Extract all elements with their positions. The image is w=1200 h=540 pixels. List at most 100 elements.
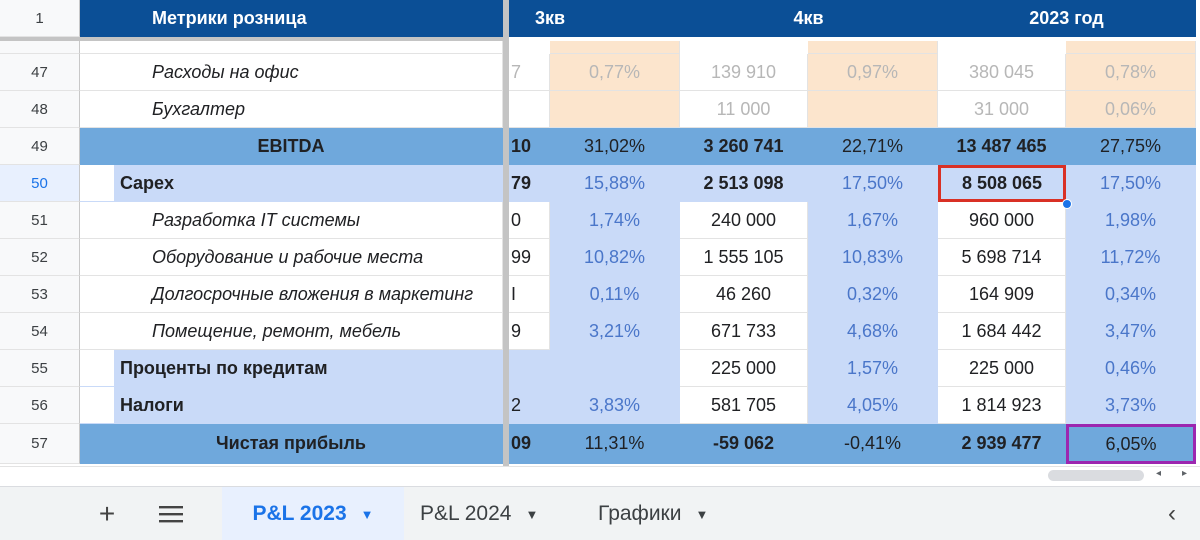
scroll-left-icon[interactable]: ◂	[1156, 468, 1162, 479]
cell[interactable]: 0,06%	[1066, 91, 1196, 128]
cell[interactable]: 79	[509, 165, 550, 202]
cell[interactable]: 27,75%	[1066, 128, 1196, 165]
cell[interactable]: 5 698 714	[938, 239, 1066, 276]
row-label[interactable]: Capex	[114, 165, 502, 201]
row-number[interactable]: 56	[0, 387, 80, 424]
cell[interactable]: 1,98%	[1066, 202, 1196, 239]
cell[interactable]: 31,02%	[550, 128, 680, 165]
row-label[interactable]: EBITDA	[80, 128, 503, 165]
cell[interactable]: 11,72%	[1066, 239, 1196, 276]
cell[interactable]: 09	[509, 424, 550, 464]
row-label[interactable]: Оборудование и рабочие места	[80, 239, 503, 276]
row-number[interactable]: 48	[0, 91, 80, 128]
cell[interactable]: 17,50%	[1066, 165, 1196, 202]
cell[interactable]: 7	[509, 54, 550, 91]
cell[interactable]: 13 487 465	[938, 128, 1066, 165]
chevron-left-icon[interactable]: ‹	[1168, 500, 1176, 527]
tab-pl-2023[interactable]: P&L 2023 ▼	[222, 487, 404, 540]
row-number[interactable]: 1	[0, 0, 80, 37]
row-label[interactable]: Разработка IT системы	[80, 202, 503, 239]
cell[interactable]: 99	[509, 239, 550, 276]
selected-cell[interactable]: 8 508 065	[938, 165, 1066, 202]
hamburger-icon[interactable]	[156, 487, 186, 540]
cell[interactable]: 10	[509, 128, 550, 165]
cell[interactable]: 31 000	[938, 91, 1066, 128]
row-label[interactable]: Налоги	[114, 387, 502, 423]
cell[interactable]: 4,05%	[808, 387, 938, 424]
cell[interactable]: 9	[509, 313, 550, 350]
cell[interactable]: -0,41%	[808, 424, 938, 464]
cell[interactable]: 380 045	[938, 54, 1066, 91]
cell[interactable]: 4,68%	[808, 313, 938, 350]
cell[interactable]: 240 000	[680, 202, 808, 239]
cell[interactable]: 17,50%	[808, 165, 938, 202]
cell[interactable]: 2 939 477	[938, 424, 1066, 464]
header-q4[interactable]: 4кв	[680, 0, 938, 37]
cell[interactable]: 46 260	[680, 276, 808, 313]
cell[interactable]: 0,34%	[1066, 276, 1196, 313]
cell[interactable]: 15,88%	[550, 165, 680, 202]
cell[interactable]: 139 910	[680, 54, 808, 91]
tab-charts[interactable]: Графики ▼	[598, 487, 748, 540]
row-number[interactable]: 49	[0, 128, 80, 165]
cell[interactable]: 581 705	[680, 387, 808, 424]
row-number[interactable]: 47	[0, 54, 80, 91]
cell[interactable]: 22,71%	[808, 128, 938, 165]
row-number[interactable]: 51	[0, 202, 80, 239]
frozen-row-divider[interactable]	[0, 37, 503, 41]
header-title[interactable]: Метрики розница	[80, 0, 503, 37]
cell[interactable]: 225 000	[680, 350, 808, 387]
cell[interactable]: 3,47%	[1066, 313, 1196, 350]
cell[interactable]: 671 733	[680, 313, 808, 350]
fill-handle[interactable]	[1062, 199, 1072, 209]
row-label[interactable]: Расходы на офис	[80, 54, 503, 91]
cell[interactable]: 1 684 442	[938, 313, 1066, 350]
scroll-right-icon[interactable]: ▸	[1182, 468, 1188, 479]
cell[interactable]: 0,77%	[550, 54, 680, 91]
horizontal-scrollbar[interactable]	[0, 466, 1200, 486]
header-q3[interactable]: 3кв	[509, 0, 680, 37]
cell[interactable]: 0	[509, 202, 550, 239]
header-year[interactable]: 2023 год	[938, 0, 1196, 37]
cell[interactable]	[550, 350, 680, 387]
cell[interactable]	[509, 350, 550, 387]
cell[interactable]: 11 000	[680, 91, 808, 128]
cell[interactable]: 2	[509, 387, 550, 424]
row-number[interactable]: 54	[0, 313, 80, 350]
cell[interactable]: 164 909	[938, 276, 1066, 313]
cell[interactable]: 10,83%	[808, 239, 938, 276]
cell[interactable]: 3,21%	[550, 313, 680, 350]
cell[interactable]	[550, 91, 680, 128]
row-label[interactable]: Помещение, ремонт, мебель	[80, 313, 503, 350]
cell[interactable]: 3 260 741	[680, 128, 808, 165]
cell[interactable]: 1 555 105	[680, 239, 808, 276]
cell[interactable]: I	[509, 276, 550, 313]
cell[interactable]: 3,73%	[1066, 387, 1196, 424]
cell[interactable]: -59 062	[680, 424, 808, 464]
row-number[interactable]: 57	[0, 424, 80, 464]
cell[interactable]: 1 814 923	[938, 387, 1066, 424]
cell[interactable]	[509, 91, 550, 128]
cell[interactable]: 225 000	[938, 350, 1066, 387]
cell[interactable]: 0,11%	[550, 276, 680, 313]
row-number[interactable]: 50	[0, 165, 80, 202]
cell[interactable]: 1,74%	[550, 202, 680, 239]
cell[interactable]: 0,46%	[1066, 350, 1196, 387]
highlighted-cell[interactable]: 6,05%	[1066, 424, 1196, 464]
row-number[interactable]: 55	[0, 350, 80, 387]
cell[interactable]: 2 513 098	[680, 165, 808, 202]
row-number[interactable]: 52	[0, 239, 80, 276]
plus-icon[interactable]: +	[98, 498, 116, 529]
cell[interactable]: 0,32%	[808, 276, 938, 313]
tab-pl-2024[interactable]: P&L 2024 ▼	[420, 487, 580, 540]
scrollbar-thumb[interactable]	[1048, 470, 1144, 481]
cell[interactable]: 1,67%	[808, 202, 938, 239]
row-label[interactable]: Проценты по кредитам	[114, 350, 502, 386]
cell[interactable]: 1,57%	[808, 350, 938, 387]
cell[interactable]: 960 000	[938, 202, 1066, 239]
cell[interactable]: 0,78%	[1066, 54, 1196, 91]
row-label[interactable]: Чистая прибыль	[80, 424, 503, 464]
cell[interactable]: 10,82%	[550, 239, 680, 276]
row-label[interactable]: Бухгалтер	[80, 91, 503, 128]
cell[interactable]: 0,97%	[808, 54, 938, 91]
